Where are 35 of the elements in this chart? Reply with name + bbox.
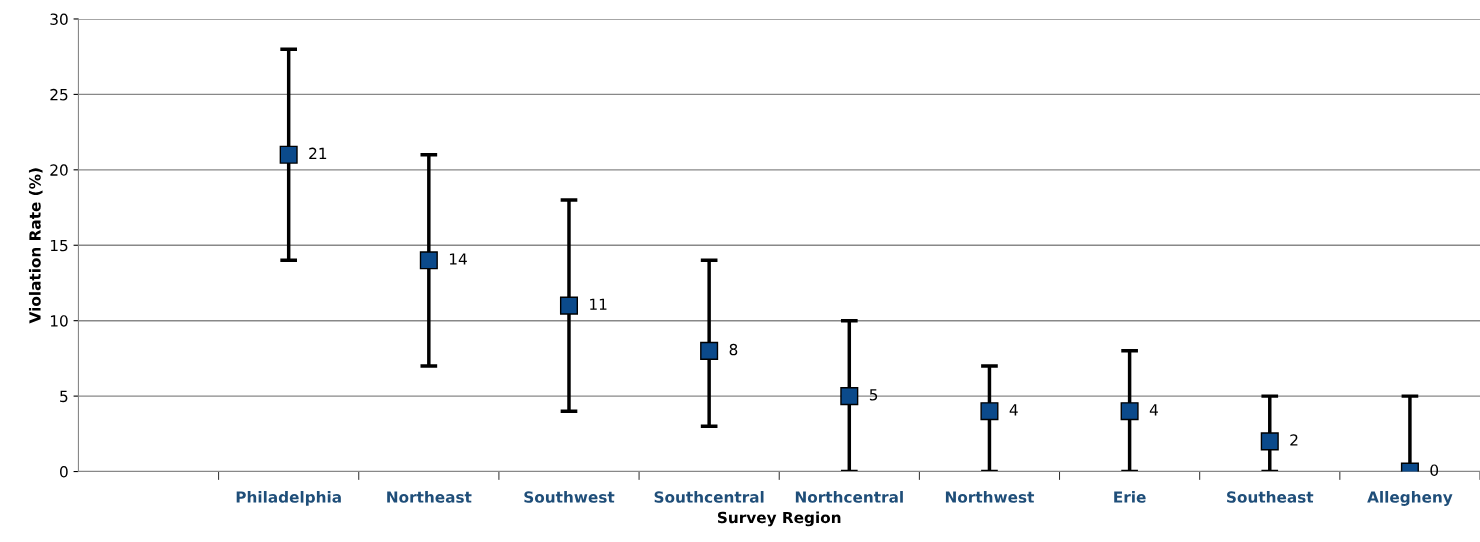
y-tick-label: 20 — [50, 164, 68, 176]
data-label: 0 — [1430, 464, 1439, 476]
y-axis-title: Violation Rate (%) — [28, 168, 43, 324]
x-tick-label: Philadelphia — [236, 490, 341, 506]
x-tick-label: Erie — [1114, 490, 1146, 503]
point — [559, 296, 579, 315]
x-tick-label: Northwest — [945, 490, 1035, 503]
y-tick-label: 15 — [50, 239, 68, 252]
point — [1120, 402, 1139, 421]
point — [700, 341, 719, 360]
data-label: 11 — [590, 298, 607, 310]
y-tick-label: 30 — [50, 13, 68, 25]
y-tick-label: 10 — [50, 315, 68, 327]
y-tick-label: 25 — [50, 88, 68, 101]
data-label: 14 — [449, 253, 467, 265]
x-tick-label: Southcentral — [654, 490, 764, 503]
x-tick-label: Allegheny — [1367, 490, 1453, 506]
data-label: 8 — [729, 343, 738, 356]
x-tick-label: Northcentral — [795, 490, 903, 503]
data-label: 4 — [1149, 404, 1158, 416]
x-tick-label: Northeast — [387, 490, 472, 503]
data-label: 4 — [1009, 404, 1018, 416]
x-axis-title: Survey Region — [717, 511, 841, 527]
x-tick-label: Southwest — [524, 490, 615, 503]
point — [1260, 432, 1279, 451]
point — [419, 251, 438, 270]
y-tick-label: 0 — [60, 466, 68, 478]
point — [980, 402, 999, 421]
x-tick-label: Southeast — [1227, 490, 1314, 503]
data-label: 5 — [869, 389, 878, 401]
data-label: 21 — [309, 147, 327, 159]
y-tick-label: 5 — [60, 390, 68, 403]
point — [279, 145, 298, 164]
data-label: 2 — [1290, 434, 1298, 446]
point — [840, 387, 859, 406]
